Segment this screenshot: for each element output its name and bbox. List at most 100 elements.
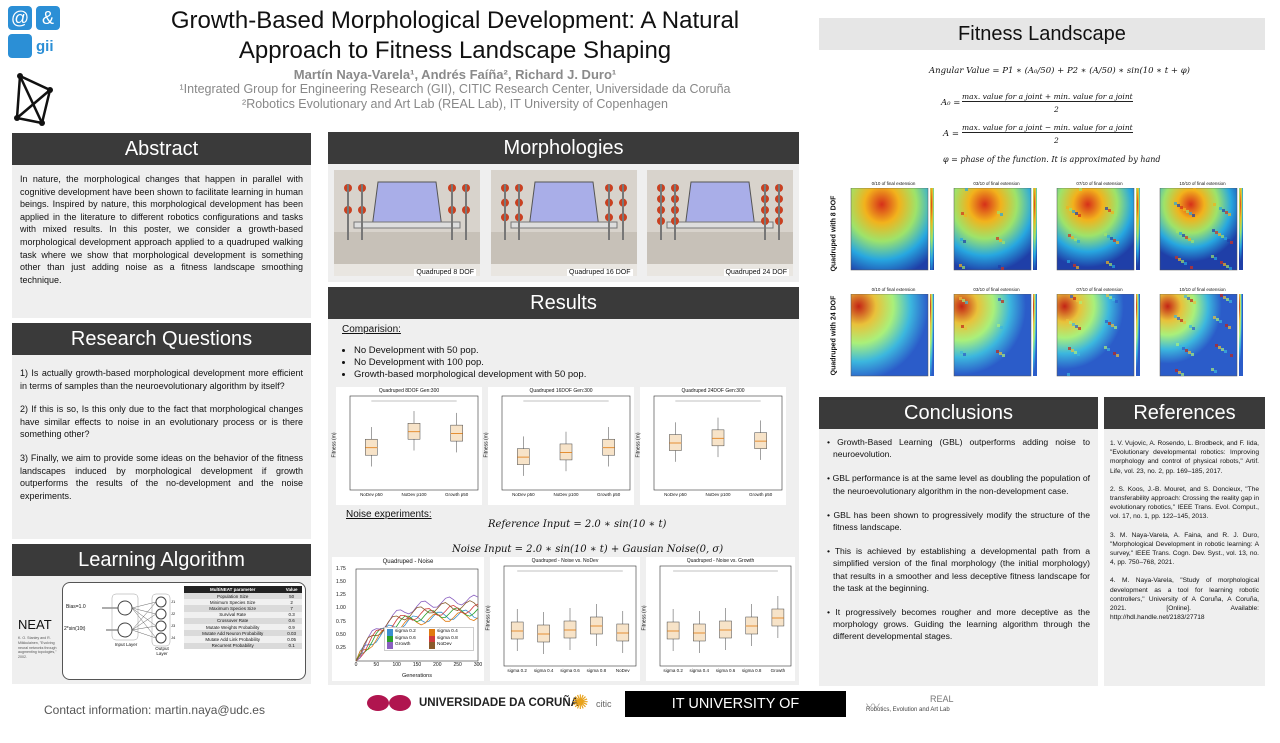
- fitness-landscape-heading: Fitness Landscape: [819, 18, 1265, 50]
- x-tick-label: NoDev p100: [401, 492, 427, 497]
- x-tick-label: Growth p50: [749, 492, 773, 497]
- comparison-list: No Development with 50 pop. No Developme…: [354, 345, 586, 381]
- plot-axes: [501, 395, 631, 491]
- table-row: Mutate Add Link Probability 0.05: [184, 636, 302, 643]
- morphology-figure: Quadruped 8 DOF: [334, 170, 480, 276]
- x-tick-label: NoDev p100: [553, 492, 579, 497]
- results-panel: Results Comparision: No Development with…: [328, 287, 799, 685]
- morphologies-heading: Morphologies: [328, 132, 799, 164]
- a-lhs: A =: [943, 129, 959, 139]
- affiliation-2: ²Robotics Evolutionary and Art Lab (REAL…: [242, 97, 668, 111]
- x-tick-label: sigma 0.6: [560, 668, 580, 673]
- conclusion-text: It progressively becomes rougher and mor…: [833, 607, 1090, 642]
- boxplot-chart: Quadruped 16DOF Gen:300 Fitness (m) NoDev …: [484, 387, 634, 505]
- title-line-2: Approach to Fitness Landscape Shaping: [238, 37, 672, 64]
- bullet-icon: •: [827, 509, 834, 520]
- boxplot-chart: Quadruped 8DOF Gen:300 Fitness (m) NoDev p…: [332, 387, 482, 505]
- chart-title: Quadruped 16DOF Gen:300: [529, 388, 593, 394]
- table-cell-value: 0.6: [288, 618, 295, 624]
- x-tick-label: sigma 0.2: [663, 668, 683, 673]
- x-tick-label: 200: [433, 662, 442, 668]
- question-2: 2) If this is so, Is this only due to th…: [20, 404, 303, 440]
- x-tick-label: NoDev p50: [512, 492, 535, 497]
- question-1: 1) Is actually growth-based morphologica…: [20, 368, 303, 391]
- legend-label: Growth: [395, 642, 411, 647]
- chart-title: Quadruped 8DOF Gen:300: [378, 388, 440, 394]
- output-j1: J1: [171, 599, 176, 604]
- learning-algorithm-panel: Learning Algorithm NEAT K. O. Stanley an…: [12, 544, 311, 684]
- legend-label: sigma 0.8: [437, 635, 458, 641]
- bullet-icon: •: [827, 607, 836, 618]
- table-row: Crossover Rate 0.6: [184, 617, 302, 624]
- fitness-heatmap: 0/10 of final extension: [845, 287, 942, 387]
- fitness-heatmap: 10/10 of final extension: [1154, 181, 1251, 281]
- table-cell-param: Mutate Add Neuron Probability: [202, 630, 264, 636]
- heatmap-title: 07/10 of final extension: [1076, 287, 1123, 292]
- citic-burst-icon: ✺: [572, 692, 589, 714]
- table-cell-param: Maximum Species Size: [209, 605, 257, 611]
- references-heading: References: [1104, 397, 1265, 429]
- table-cell-param: Mutate Weights Probability: [205, 624, 260, 630]
- conclusion-text: Growth-Based Learning (GBL) outperforms …: [833, 437, 1090, 460]
- udc-logo-text: UNIVERSIDADE DA CORUÑA: [419, 697, 579, 709]
- multineat-table: MultiNEAT parameter Value Population Siz…: [184, 586, 302, 649]
- row-label-8dof: Quadruped with 8 DOF: [830, 195, 838, 272]
- input-sin: 2*sin(10t): [64, 626, 86, 632]
- x-tick-label: NoDev p50: [664, 492, 687, 497]
- neat-diagram: [62, 582, 306, 680]
- morphology-caption: Quadruped 8 DOF: [414, 269, 476, 276]
- table-cell-value: 0.1: [288, 643, 295, 649]
- series-line: [355, 611, 479, 662]
- conclusion-text: GBL has been shown to progressively modi…: [833, 509, 1090, 533]
- box: [517, 436, 530, 476]
- box: [666, 609, 680, 651]
- real-logo-subtitle: Robotics, Evolution and Art Lab: [866, 707, 950, 713]
- table-row: Minimum Species Size 2: [184, 599, 302, 606]
- table-row: Survival Rate 0.3: [184, 611, 302, 618]
- box: [602, 427, 615, 467]
- heatmap-title: 10/10 of final extension: [1179, 181, 1226, 186]
- x-tick-label: 100: [392, 662, 401, 668]
- heatmap-title: 0/10 of final extension: [871, 287, 916, 292]
- phi-equation: φ = phase of the function. It is approxi…: [943, 155, 1161, 164]
- y-tick-label: 0.50: [336, 631, 346, 638]
- abstract-heading: Abstract: [12, 133, 311, 165]
- itu-logo: IT UNIVERSITY OF COPENHAGEN: [625, 691, 846, 738]
- output-layer-label: Output Layer: [155, 646, 169, 656]
- legend-label: sigma 0.6: [395, 635, 416, 641]
- x-tick-label: Growth p50: [445, 492, 469, 497]
- table-cell-param: Crossover Rate: [217, 618, 249, 624]
- conclusion-item: • GBL has been shown to progressively mo…: [827, 509, 1090, 533]
- box: [450, 412, 463, 453]
- table-cell-value: 0.03: [287, 630, 297, 636]
- neat-reference: K. O. Stanley and R. Miikkulainen, "Evol…: [18, 636, 57, 660]
- citic-logo: ✺ citic: [570, 690, 616, 716]
- x-tick-label: sigma 0.8: [586, 668, 607, 673]
- citic-logo-text: citic: [596, 699, 612, 709]
- a0-numerator: max. value for a joint + min. value for …: [962, 92, 1133, 102]
- y-tick-label: 1.00: [336, 605, 346, 612]
- x-tick-label: NoDev p50: [360, 492, 383, 497]
- box: [669, 422, 682, 462]
- legend-item: sigma 0.8: [429, 635, 471, 642]
- chart-title: Quadruped - Noise vs. NoDev: [531, 558, 599, 564]
- fitness-heatmap: 07/10 of final extension: [1051, 287, 1148, 387]
- fitness-heatmap: 03/10 of final extension: [948, 287, 1045, 387]
- box: [407, 411, 421, 451]
- legend-item: sigma 0.2: [387, 629, 429, 636]
- neat-label: NEAT: [18, 617, 52, 632]
- series-line: [355, 600, 479, 662]
- real-logo-text: REAL: [930, 694, 954, 704]
- poster-header: Growth-Based Morphological Development: …: [100, 6, 810, 112]
- real-wave-icon: 〰: [866, 698, 880, 714]
- table-cell-param: Population Size: [217, 593, 249, 599]
- udc-logo-icon: [367, 695, 411, 711]
- table-header-value: Value: [285, 587, 298, 592]
- table-cell-value: 50: [289, 593, 295, 599]
- chart-title: Quadruped 24DOF Gen:300: [681, 388, 745, 394]
- box: [771, 596, 785, 638]
- bullet-icon: •: [827, 546, 835, 557]
- fitness-landscape-panel: Fitness Landscape Angular Value = P1 ∗ (…: [819, 18, 1265, 386]
- legend-label: sigma 0.4: [437, 629, 458, 634]
- grid-icon: [8, 34, 32, 58]
